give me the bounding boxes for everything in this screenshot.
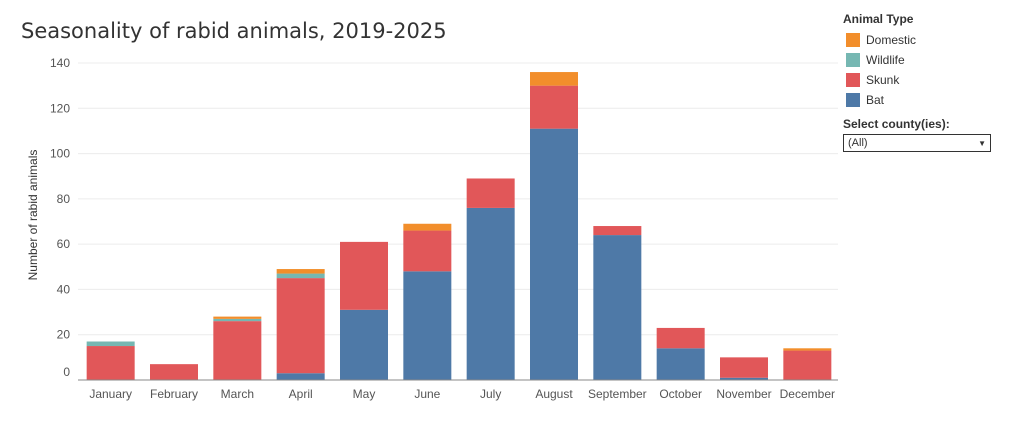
y-axis-ticks: 0 20 40 60 80 100 120 140: [50, 56, 70, 379]
legend-item-bat[interactable]: Bat: [843, 90, 1013, 110]
bar-segment-skunk-november[interactable]: [720, 357, 768, 378]
y-tick-label: 40: [57, 282, 71, 296]
y-tick-label: 120: [50, 101, 70, 115]
county-select[interactable]: (All) ▼: [843, 134, 991, 152]
bar-segment-bat-august[interactable]: [530, 128, 578, 380]
bar-segment-skunk-may[interactable]: [340, 241, 388, 310]
y-tick-label: 140: [50, 56, 70, 70]
legend: Animal Type Domestic Wildlife Skunk Bat Sel…: [843, 12, 1013, 152]
y-tick-label: 80: [57, 192, 71, 206]
bar-segment-bat-april[interactable]: [276, 373, 325, 380]
legend-label: Wildlife: [866, 53, 905, 67]
bar-segment-domestic-august[interactable]: [530, 72, 578, 86]
bar-segment-domestic-april[interactable]: [276, 269, 325, 274]
bar-segment-skunk-september[interactable]: [593, 226, 642, 236]
x-tick-label: March: [221, 387, 254, 401]
triangle-down-icon[interactable]: ▼: [978, 138, 986, 148]
bar-segment-bat-november[interactable]: [720, 377, 768, 380]
bar-segment-bat-september[interactable]: [593, 235, 642, 380]
x-tick-label: November: [716, 387, 771, 401]
legend-label: Skunk: [866, 73, 900, 87]
x-tick-label: January: [89, 387, 132, 401]
x-tick-label: February: [150, 387, 198, 401]
x-tick-label: April: [289, 387, 313, 401]
bar-segment-domestic-june[interactable]: [403, 223, 452, 231]
x-tick-label: May: [353, 387, 376, 401]
bar-segment-domestic-december[interactable]: [783, 348, 832, 351]
gridlines: [78, 62, 838, 381]
bar-segment-skunk-march[interactable]: [213, 321, 262, 380]
x-tick-label: September: [588, 387, 647, 401]
legend-swatch: [846, 33, 860, 47]
bar-segment-bat-june[interactable]: [403, 271, 452, 380]
bar-segment-domestic-march[interactable]: [213, 316, 262, 319]
bar-segment-wildlife-january[interactable]: [86, 341, 135, 347]
x-tick-label: August: [535, 387, 573, 401]
legend-swatch: [846, 73, 860, 87]
x-tick-label: June: [414, 387, 440, 401]
county-filter-label: Select county(ies):: [843, 117, 950, 131]
y-axis-label: Number of rabid animals: [26, 150, 40, 281]
bar-segment-skunk-february[interactable]: [150, 364, 198, 380]
bar-segment-wildlife-march[interactable]: [213, 318, 262, 322]
bar-segment-skunk-july[interactable]: [466, 178, 515, 208]
legend-item-skunk[interactable]: Skunk: [843, 70, 1013, 90]
x-tick-label: October: [659, 387, 702, 401]
bar-segment-bat-july[interactable]: [466, 207, 515, 380]
legend-swatch: [846, 53, 860, 67]
legend-item-wildlife[interactable]: Wildlife: [843, 50, 1013, 70]
chart-title: Seasonality of rabid animals, 2019-2025: [21, 19, 447, 43]
legend-title: Animal Type: [843, 12, 914, 26]
bar-segment-skunk-june[interactable]: [403, 230, 452, 272]
bar-segment-skunk-october[interactable]: [656, 327, 705, 349]
y-tick-label: 20: [57, 328, 71, 342]
bar-segment-bat-october[interactable]: [656, 348, 705, 380]
x-tick-label: July: [480, 387, 501, 401]
bar-segment-bat-may[interactable]: [340, 309, 388, 380]
legend-item-domestic[interactable]: Domestic: [843, 30, 1013, 50]
bar-chart: 0 20 40 60 80 100 120 140 January February March A…: [26, 56, 838, 401]
x-tick-label: December: [780, 387, 835, 401]
bar-segment-wildlife-april[interactable]: [276, 273, 325, 279]
bar-segment-skunk-august[interactable]: [530, 85, 578, 129]
bar-segment-skunk-april[interactable]: [276, 278, 325, 374]
legend-label: Bat: [866, 93, 885, 107]
county-select-value: (All): [848, 137, 868, 149]
y-tick-label: 100: [50, 147, 70, 161]
bar-segment-skunk-january[interactable]: [86, 346, 135, 380]
legend-swatch: [846, 93, 860, 107]
x-axis-ticks: January February March April May June July Augu…: [89, 387, 835, 401]
bar-segment-skunk-december[interactable]: [783, 350, 832, 380]
y-tick-label: 60: [57, 237, 71, 251]
legend-label: Domestic: [866, 33, 917, 47]
bars: [86, 72, 832, 380]
y-tick-label: 0: [63, 365, 70, 379]
